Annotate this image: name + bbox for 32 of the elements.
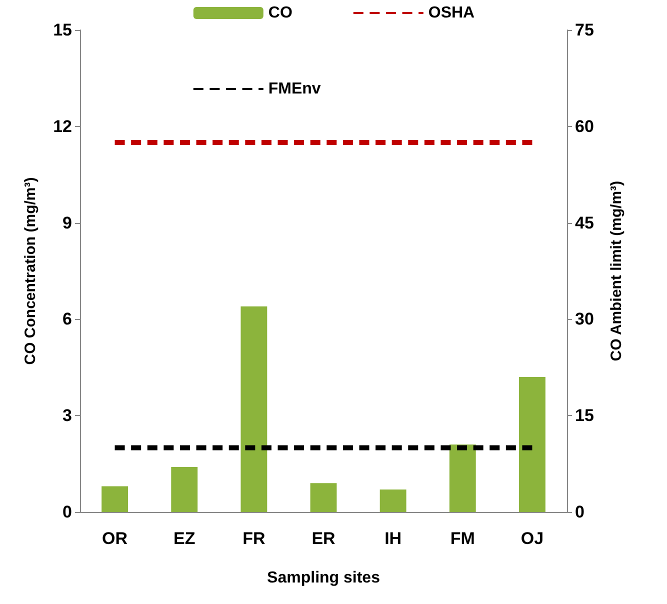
legend-label: FMEnv	[268, 80, 321, 98]
bar	[310, 483, 337, 512]
x-tick-label: EZ	[173, 529, 196, 548]
x-tick-label: FM	[450, 529, 475, 548]
y-tick-label: 3	[62, 406, 72, 426]
bar	[240, 306, 268, 512]
y2-tick-label: 45	[575, 213, 594, 232]
y-tick-label: 6	[62, 310, 72, 329]
bar	[518, 377, 546, 512]
x-tick-label: ER	[312, 529, 336, 548]
x-tick-label: OJ	[520, 529, 544, 548]
y2-tick-label: 15	[575, 406, 594, 426]
x-tick-label: IH	[384, 529, 402, 548]
x-tick-label: FR	[242, 529, 266, 548]
y2-tick-label: 75	[575, 20, 594, 40]
bar	[102, 486, 128, 512]
x-tick-label: OR	[102, 529, 128, 548]
y2-tick-label: 60	[575, 116, 594, 136]
y-tick-label: 9	[62, 213, 72, 232]
y-axis-title: CO Concentration (mg/m³)	[22, 177, 39, 365]
y-tick-label: 12	[53, 116, 72, 136]
y-tick-label: 15	[53, 20, 72, 40]
y-tick-label: 0	[62, 502, 72, 522]
bar	[380, 490, 406, 512]
x-axis-title: Sampling sites	[267, 570, 380, 586]
legend-label: OSHA	[428, 4, 476, 22]
y2-tick-label: 30	[575, 310, 594, 329]
y2-tick-label: 0	[575, 502, 584, 522]
bar	[449, 444, 476, 512]
legend-label: CO	[268, 4, 292, 22]
y2-axis-title: CO Ambient limit (mg/m³)	[608, 180, 625, 362]
bar	[171, 467, 198, 512]
